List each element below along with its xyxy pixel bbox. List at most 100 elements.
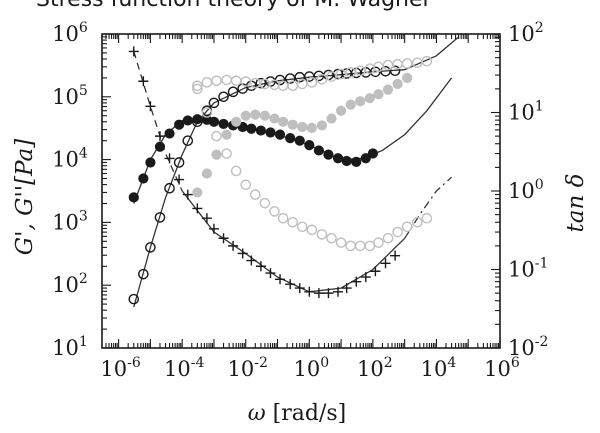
model-line bbox=[404, 176, 453, 239]
axis-labels: 10-6 10-4 10-2 100 102 104 106 101 102 103 104 105 1… bbox=[12, 20, 589, 426]
data-point-plus bbox=[218, 233, 229, 244]
data-point-filled-circle bbox=[313, 145, 324, 156]
data-point-open-circle bbox=[421, 212, 433, 224]
y-right-tick-label: 102 bbox=[508, 20, 544, 46]
x-tick-label: 104 bbox=[421, 355, 457, 381]
data-point-filled-circle bbox=[174, 119, 185, 130]
data-point-open-circle bbox=[211, 75, 222, 87]
x-tick-label: 10-6 bbox=[100, 355, 140, 381]
y-right-tick-label: 101 bbox=[508, 99, 544, 125]
data-point-filled-circle bbox=[316, 120, 328, 131]
data-point-filled-circle bbox=[304, 140, 315, 151]
data-point-filled-circle bbox=[297, 121, 308, 133]
y-right-tick-label: 10-2 bbox=[508, 334, 548, 360]
data-point-open-circle bbox=[306, 224, 318, 236]
data-point-open-circle bbox=[345, 67, 356, 78]
data-point-open-circle bbox=[277, 212, 289, 224]
data-point-open-circle bbox=[412, 57, 423, 68]
data-point-plus bbox=[275, 274, 286, 285]
x-tick-label: 10-2 bbox=[228, 355, 268, 381]
data-point-open-circle bbox=[287, 216, 298, 228]
data-point-filled-circle bbox=[231, 116, 242, 127]
data-point-filled-circle bbox=[259, 110, 270, 121]
data-point-open-circle bbox=[316, 73, 328, 85]
data-point-filled-circle bbox=[192, 187, 203, 198]
x-tick-label: 102 bbox=[357, 355, 393, 381]
data-point-open-circle bbox=[240, 179, 252, 191]
data-point-plus bbox=[333, 286, 344, 297]
data-point-open-circle bbox=[227, 86, 239, 98]
data-point-plus bbox=[380, 258, 391, 269]
data-point-filled-circle bbox=[145, 157, 156, 168]
data-point-plus bbox=[237, 248, 248, 259]
data-point-plus bbox=[341, 283, 352, 294]
chart-title: Stress function theory of M. Wagner bbox=[36, 0, 432, 12]
data-point-open-circle bbox=[128, 293, 140, 305]
data-point-open-circle bbox=[326, 232, 337, 244]
data-point-filled-circle bbox=[240, 110, 251, 121]
data-point-open-circle bbox=[277, 80, 289, 92]
data-point-open-circle bbox=[259, 197, 271, 209]
data-point-open-circle bbox=[145, 242, 156, 253]
y-right-tick-label: 100 bbox=[508, 177, 544, 203]
data-point-open-circle bbox=[382, 232, 394, 244]
data-point-filled-circle bbox=[360, 153, 371, 164]
data-point-open-circle bbox=[345, 240, 356, 252]
data-point-open-circle bbox=[250, 77, 261, 89]
data-point-open-circle bbox=[269, 79, 280, 91]
data-point-plus bbox=[285, 279, 296, 290]
y-left-tick-label: 106 bbox=[52, 20, 88, 46]
data-point-filled-circle bbox=[323, 149, 334, 160]
data-point-plus bbox=[164, 153, 175, 164]
data-point-filled-circle bbox=[287, 119, 298, 130]
data-point-plus bbox=[255, 261, 266, 272]
data-point-open-circle bbox=[164, 182, 175, 194]
data-point-plus bbox=[128, 46, 139, 57]
data-point-open-circle bbox=[173, 157, 185, 168]
data-point-open-circle bbox=[269, 206, 280, 217]
data-point-open-circle bbox=[382, 59, 394, 71]
data-point-filled-circle bbox=[351, 156, 362, 167]
data-point-filled-circle bbox=[255, 125, 267, 136]
x-tick-label: 106 bbox=[484, 355, 520, 381]
data-point-open-circle bbox=[287, 80, 298, 92]
y-right-axis-label: tan δ bbox=[563, 174, 589, 233]
data-point-filled-circle bbox=[367, 148, 378, 159]
data-point-plus bbox=[138, 76, 149, 87]
data-point-open-circle bbox=[250, 189, 261, 200]
data-point-open-circle bbox=[230, 75, 242, 87]
x-tick-label: 100 bbox=[293, 355, 329, 381]
data-point-filled-circle bbox=[294, 135, 305, 146]
data-point-filled-circle bbox=[274, 129, 286, 140]
data-point-open-circle bbox=[373, 61, 384, 73]
data-point-plus bbox=[351, 276, 362, 287]
data-point-open-circle bbox=[392, 226, 403, 238]
data-point-open-circle bbox=[412, 216, 423, 228]
data-point-open-circle bbox=[218, 91, 229, 103]
data-point-filled-circle bbox=[355, 96, 366, 107]
data-point-filled-circle bbox=[154, 141, 166, 152]
data-point-plus bbox=[208, 223, 219, 234]
data-point-plus bbox=[360, 272, 371, 283]
data-point-filled-circle bbox=[128, 192, 139, 203]
data-point-filled-circle bbox=[269, 113, 280, 124]
data-point-open-circle bbox=[389, 65, 401, 77]
x-tick-label: 10-4 bbox=[164, 355, 204, 381]
data-point-filled-circle bbox=[192, 114, 203, 125]
model-line bbox=[133, 51, 183, 192]
data-point-plus bbox=[390, 250, 401, 261]
data-point-open-circle bbox=[211, 130, 222, 142]
data-point-plus bbox=[201, 213, 212, 224]
data-point-plus bbox=[304, 286, 315, 297]
data-layer bbox=[128, 36, 460, 308]
data-point-filled-circle bbox=[250, 109, 261, 120]
data-point-plus bbox=[265, 268, 276, 279]
data-point-plus bbox=[154, 131, 165, 142]
data-point-open-circle bbox=[354, 65, 366, 77]
data-point-open-circle bbox=[421, 55, 433, 67]
y-left-tick-label: 103 bbox=[52, 208, 88, 234]
data-point-open-circle bbox=[316, 229, 328, 240]
data-point-filled-circle bbox=[306, 122, 317, 133]
data-point-plus bbox=[192, 203, 203, 214]
